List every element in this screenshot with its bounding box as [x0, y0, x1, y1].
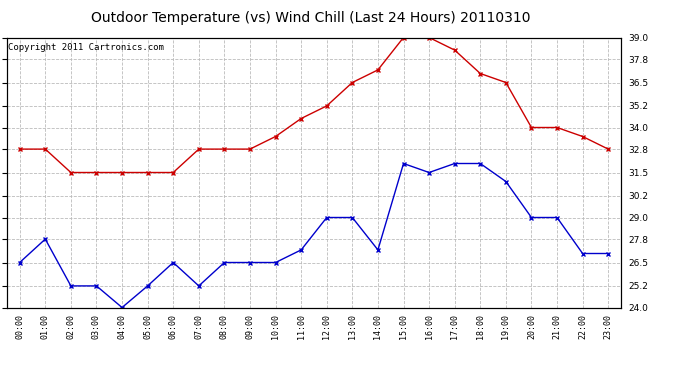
Text: Outdoor Temperature (vs) Wind Chill (Last 24 Hours) 20110310: Outdoor Temperature (vs) Wind Chill (Las… [91, 11, 530, 25]
Text: Copyright 2011 Cartronics.com: Copyright 2011 Cartronics.com [8, 43, 164, 52]
